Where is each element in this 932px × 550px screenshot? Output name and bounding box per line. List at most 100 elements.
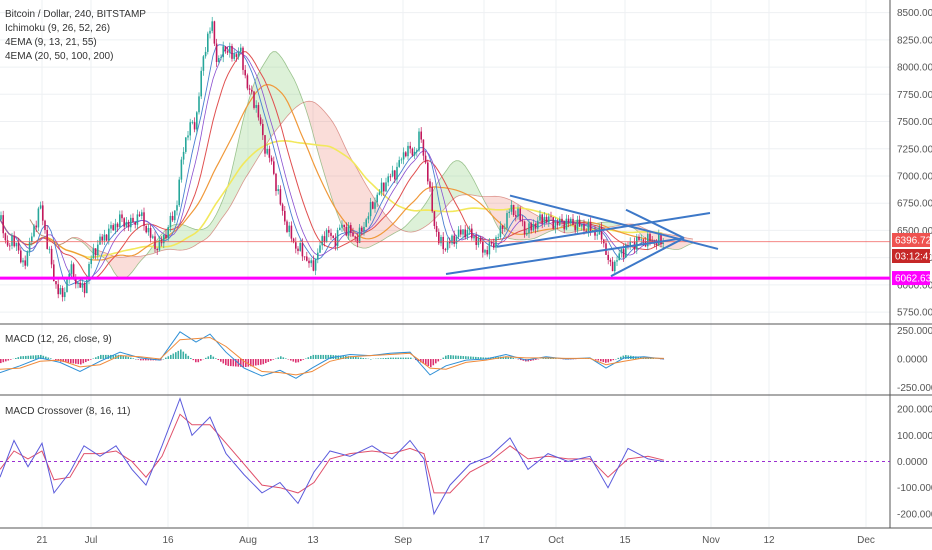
macd-histogram-bar — [522, 359, 525, 361]
macd-histogram-bar — [360, 357, 362, 359]
macd-histogram-bar — [175, 352, 177, 359]
candle-body — [352, 232, 354, 237]
candle-body — [301, 242, 304, 257]
countdown-badge-bg — [892, 249, 930, 263]
cloud-segment — [246, 99, 249, 178]
candle-body — [105, 234, 108, 241]
candle-body — [545, 216, 548, 223]
cloud-segment — [138, 256, 141, 265]
support-level-badge-text: 6062.63 — [895, 274, 932, 285]
macd-histogram-bar — [227, 359, 230, 366]
cloud-segment — [378, 204, 381, 243]
candle-body — [383, 182, 385, 192]
candle-body — [152, 236, 154, 238]
candle-body — [108, 228, 110, 241]
candle-body — [446, 241, 449, 250]
candle-body — [145, 225, 147, 233]
time-tick-label: 16 — [162, 535, 174, 546]
candle-body — [504, 228, 506, 230]
candle-body — [413, 151, 416, 156]
candle-body — [99, 236, 101, 245]
cloud-segment — [279, 54, 282, 127]
macd-histogram-bar — [510, 357, 512, 359]
candle-body — [297, 248, 299, 251]
candle-body — [185, 137, 187, 152]
macd-histogram-bar — [427, 359, 430, 366]
candle-body — [97, 244, 99, 256]
macd-histogram-bar — [225, 359, 227, 366]
candle-body — [499, 225, 502, 238]
candle-body — [636, 236, 638, 250]
candle-body — [466, 230, 469, 238]
macd-histogram-bar — [110, 354, 112, 359]
candle-body — [394, 170, 396, 180]
macd-histogram-bar — [142, 359, 145, 361]
candle-body — [343, 224, 345, 228]
candle-body — [273, 161, 275, 174]
candle-body — [526, 233, 528, 235]
cloud-segment — [126, 256, 129, 278]
macd-histogram-bar — [45, 356, 47, 359]
candle-body — [314, 259, 317, 271]
legend-4ema-short: 4EMA (9, 13, 21, 55) — [5, 37, 97, 48]
macd-histogram-bar — [315, 354, 317, 359]
macd-histogram-bar — [55, 359, 57, 361]
macd-histogram-bar — [267, 359, 270, 362]
macd-histogram-bar — [145, 359, 147, 361]
macd-histogram-bar — [625, 355, 627, 359]
macd-histogram-bar — [32, 355, 35, 359]
macd-histogram-bar — [452, 355, 455, 359]
candle-body — [332, 235, 334, 239]
candle-body — [468, 228, 471, 231]
crossover-tick-label: 200.0000 — [897, 405, 932, 416]
candle-body — [345, 227, 348, 236]
macd-histogram-bar — [612, 359, 615, 361]
macd-histogram-bar — [180, 349, 182, 359]
cloud-segment — [456, 160, 459, 198]
macd-histogram-bar — [107, 354, 110, 359]
candle-body — [244, 69, 246, 76]
price-tick-label: 8000.00 — [897, 63, 932, 74]
macd-histogram-bar — [72, 359, 75, 364]
cloud-segment — [414, 214, 417, 232]
macd-histogram-bar — [167, 356, 170, 359]
cloud-segment — [273, 51, 276, 135]
macd-histogram-bar — [65, 359, 67, 363]
candle-body — [552, 217, 554, 229]
macd-histogram-bar — [600, 359, 602, 362]
candle-body — [257, 105, 260, 118]
macd-histogram-bar — [317, 354, 320, 359]
cloud-segment — [333, 122, 336, 211]
candle-body — [17, 242, 20, 251]
macd-histogram-bar — [650, 358, 652, 359]
macd-histogram-bar — [362, 357, 365, 359]
macd-histogram-bar — [187, 355, 190, 359]
candle-body — [284, 210, 286, 222]
candle-body — [464, 229, 466, 238]
cloud-segment — [87, 243, 90, 250]
macd-histogram-bar — [505, 356, 507, 359]
candle-body — [638, 236, 640, 241]
cloud-segment — [345, 146, 348, 239]
trendline-0 — [445, 237, 685, 275]
candle-body — [618, 253, 620, 261]
macd-histogram-bar — [15, 357, 17, 359]
macd-histogram-bar — [82, 359, 85, 364]
candle-body — [248, 88, 251, 90]
cloud-segment — [330, 118, 333, 202]
macd-histogram-bar — [297, 359, 300, 363]
cloud-segment — [135, 256, 138, 269]
candle-body — [501, 225, 504, 230]
macd-histogram-bar — [530, 359, 532, 361]
cloud-segment — [237, 133, 240, 194]
macd-histogram-bar — [422, 359, 425, 364]
macd-tick-label: -250.0000 — [897, 383, 932, 394]
macd-histogram-bar — [610, 359, 612, 362]
macd-histogram-bar — [230, 359, 232, 367]
candle-body — [193, 122, 196, 130]
macd-histogram-bar — [615, 359, 617, 360]
candle-body — [435, 226, 438, 232]
macd-histogram-bar — [302, 359, 305, 360]
macd-histogram-bar — [425, 359, 427, 365]
